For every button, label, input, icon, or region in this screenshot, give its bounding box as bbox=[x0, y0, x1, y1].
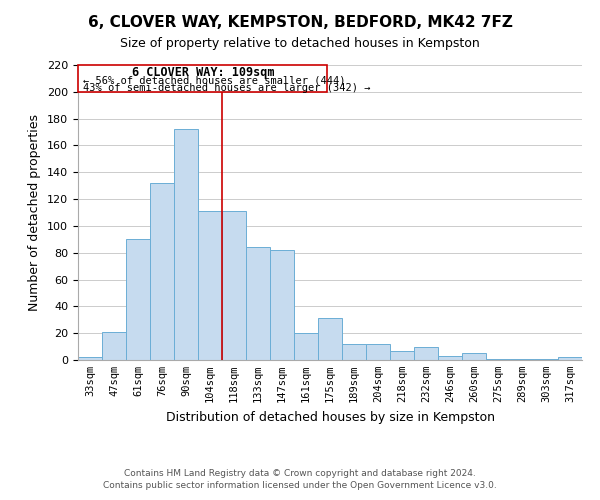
X-axis label: Distribution of detached houses by size in Kempston: Distribution of detached houses by size … bbox=[166, 410, 494, 424]
Text: 43% of semi-detached houses are larger (342) →: 43% of semi-detached houses are larger (… bbox=[83, 84, 371, 94]
Text: 6 CLOVER WAY: 109sqm: 6 CLOVER WAY: 109sqm bbox=[132, 66, 274, 80]
Bar bbox=[270, 250, 294, 360]
Y-axis label: Number of detached properties: Number of detached properties bbox=[28, 114, 41, 311]
Bar bbox=[366, 344, 390, 360]
Bar bbox=[462, 354, 486, 360]
Text: Contains HM Land Registry data © Crown copyright and database right 2024.: Contains HM Land Registry data © Crown c… bbox=[124, 468, 476, 477]
Bar bbox=[222, 211, 246, 360]
Bar bbox=[342, 344, 366, 360]
Bar bbox=[78, 358, 102, 360]
Bar bbox=[510, 358, 534, 360]
Bar bbox=[126, 240, 150, 360]
Bar bbox=[558, 358, 582, 360]
Bar bbox=[246, 248, 270, 360]
Bar bbox=[294, 333, 318, 360]
FancyBboxPatch shape bbox=[78, 65, 328, 92]
Bar bbox=[102, 332, 126, 360]
Bar bbox=[390, 350, 414, 360]
Text: ← 56% of detached houses are smaller (444): ← 56% of detached houses are smaller (44… bbox=[83, 76, 346, 86]
Bar bbox=[414, 346, 438, 360]
Bar bbox=[438, 356, 462, 360]
Text: Contains public sector information licensed under the Open Government Licence v3: Contains public sector information licen… bbox=[103, 481, 497, 490]
Bar bbox=[198, 211, 222, 360]
Bar bbox=[534, 358, 558, 360]
Bar bbox=[318, 318, 342, 360]
Text: 6, CLOVER WAY, KEMPSTON, BEDFORD, MK42 7FZ: 6, CLOVER WAY, KEMPSTON, BEDFORD, MK42 7… bbox=[88, 15, 512, 30]
Bar bbox=[486, 358, 510, 360]
Bar bbox=[174, 130, 198, 360]
Bar bbox=[150, 183, 174, 360]
Text: Size of property relative to detached houses in Kempston: Size of property relative to detached ho… bbox=[120, 38, 480, 51]
